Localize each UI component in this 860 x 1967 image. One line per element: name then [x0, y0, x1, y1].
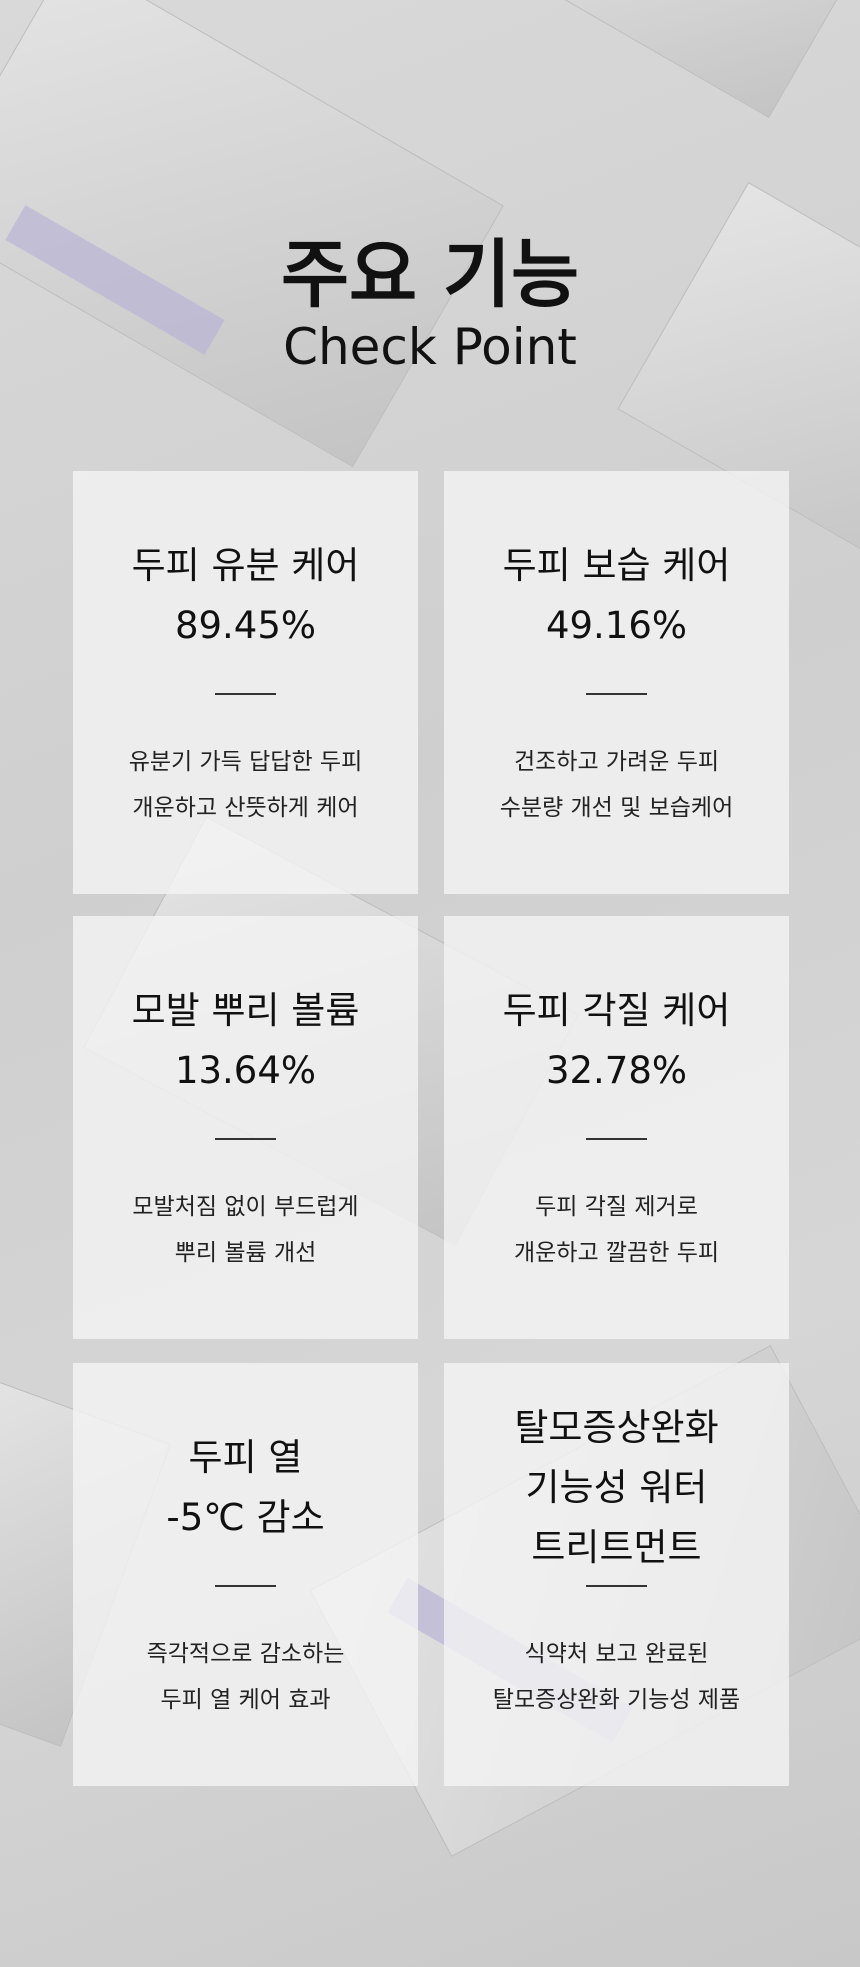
card-heading: 두피 보습 케어 49.16% [444, 491, 789, 701]
card-heading: 모발 뿌리 볼륨 13.64% [73, 936, 418, 1146]
description-line: 두피 열 케어 효과 [160, 1687, 331, 1713]
page-title: 주요 기능 [280, 232, 580, 318]
page-subtitle: Check Point [283, 318, 577, 376]
description-line: 개운하고 산뜻하게 케어 [132, 795, 359, 821]
decor-box [542, 0, 840, 118]
heading-line: 탈모증상완화 [514, 1406, 719, 1449]
divider [215, 1585, 276, 1587]
description-line: 모발처짐 없이 부드럽게 [132, 1194, 359, 1220]
card-heading: 두피 유분 케어 89.45% [73, 491, 418, 701]
heading-line: 49.16% [545, 604, 688, 647]
divider [586, 1138, 647, 1140]
divider [215, 693, 276, 695]
heading-line: 트리트먼트 [531, 1526, 702, 1569]
description-line: 탈모증상완화 기능성 제품 [492, 1687, 741, 1713]
divider [586, 693, 647, 695]
heading-line: 두피 유분 케어 [131, 544, 360, 587]
heading-line: 89.45% [174, 604, 317, 647]
description-line: 수분량 개선 및 보습케어 [499, 795, 734, 821]
heading-line: 모발 뿌리 볼륨 [131, 989, 360, 1032]
description-line: 개운하고 깔끔한 두피 [513, 1240, 720, 1266]
description-line: 건조하고 가려운 두피 [513, 749, 720, 775]
heading-line: 32.78% [545, 1049, 688, 1092]
description-line: 유분기 가득 답답한 두피 [128, 749, 363, 775]
heading-line: 두피 각질 케어 [502, 989, 731, 1032]
description-line: 즉각적으로 감소하는 [146, 1641, 345, 1667]
description-line: 식약처 보고 완료된 [524, 1641, 709, 1667]
heading-line: 기능성 워터 [525, 1466, 708, 1509]
heading-line: 두피 열 [188, 1436, 303, 1479]
heading-line: 두피 보습 케어 [502, 544, 731, 587]
divider [586, 1585, 647, 1587]
description-line: 두피 각질 제거로 [535, 1194, 698, 1220]
heading-line: 13.64% [174, 1049, 317, 1092]
card-heading: 두피 열 -5℃ 감소 [73, 1383, 418, 1593]
divider [215, 1138, 276, 1140]
heading-line: -5℃ 감소 [166, 1496, 325, 1539]
card-heading: 두피 각질 케어 32.78% [444, 936, 789, 1146]
description-line: 뿌리 볼륨 개선 [174, 1240, 317, 1266]
